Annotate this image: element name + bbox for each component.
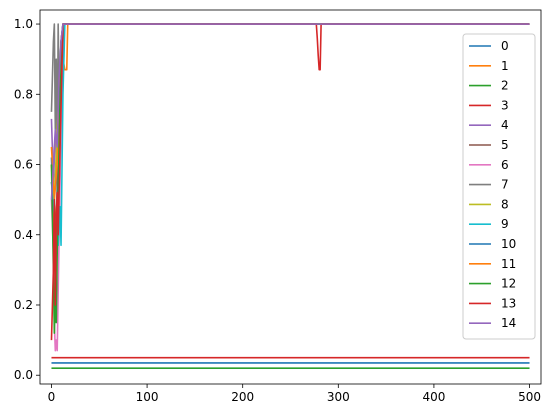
legend-label-3: 3 (501, 98, 509, 112)
legend-label-4: 4 (501, 118, 509, 132)
series-line-8 (50, 23, 530, 201)
series-line-12 (50, 23, 530, 334)
y-tick-label: 0.8 (14, 87, 33, 101)
legend-label-10: 10 (501, 237, 516, 251)
legend-label-8: 8 (501, 197, 509, 211)
y-tick-label: 0.6 (14, 158, 33, 172)
legend-label-11: 11 (501, 257, 516, 271)
plot-frame (39, 9, 542, 385)
legend-label-12: 12 (501, 277, 516, 291)
series-line-1 (50, 23, 530, 236)
x-tick-label: 500 (518, 390, 541, 404)
legend-label-7: 7 (501, 178, 509, 192)
series-line-13 (50, 23, 530, 341)
x-tick-label: 400 (422, 390, 445, 404)
y-tick-label: 0.0 (14, 368, 33, 382)
x-tick-label: 100 (136, 390, 159, 404)
legend-label-1: 1 (501, 59, 509, 73)
series-line-7 (50, 23, 530, 166)
series-line-0 (50, 23, 530, 271)
x-tick-label: 200 (231, 390, 254, 404)
series-line-6 (50, 23, 530, 352)
y-tick-label: 1.0 (14, 17, 33, 31)
y-tick-label: 0.4 (14, 228, 33, 242)
series-line-14 (50, 23, 530, 200)
legend-label-5: 5 (501, 138, 509, 152)
legend-label-9: 9 (501, 217, 509, 231)
x-tick-label: 300 (327, 390, 350, 404)
plot-lines (50, 23, 530, 370)
legend-box (462, 33, 536, 340)
y-axis-ticks: 0.0 0.2 0.4 0.6 0.8 1.0 (14, 17, 40, 382)
series-line-9 (50, 23, 530, 247)
series-line-4 (50, 23, 530, 183)
series-line-11 (50, 23, 530, 201)
x-tick-label: 0 (48, 390, 56, 404)
x-axis-ticks: 0 100 200 300 400 500 (48, 384, 541, 404)
series-line-5 (50, 23, 530, 271)
y-tick-label: 0.2 (14, 298, 33, 312)
legend-label-0: 0 (501, 39, 509, 53)
legend-label-6: 6 (501, 158, 509, 172)
legend-label-14: 14 (501, 316, 516, 330)
legend-label-2: 2 (501, 79, 509, 93)
legend-label-13: 13 (501, 296, 516, 310)
